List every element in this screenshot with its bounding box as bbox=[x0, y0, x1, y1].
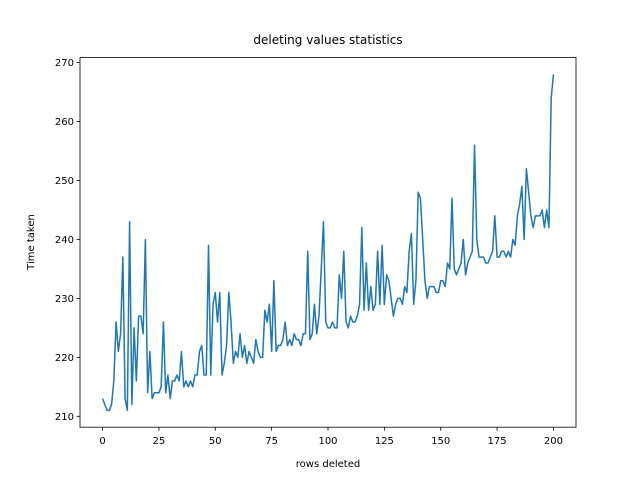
x-tick-label: 150 bbox=[431, 436, 450, 447]
y-tick-label: 210 bbox=[55, 412, 74, 423]
y-tick-label: 220 bbox=[55, 353, 74, 364]
x-tick-label: 0 bbox=[99, 436, 105, 447]
x-tick-label: 175 bbox=[488, 436, 507, 447]
x-axis-label: rows deleted bbox=[296, 459, 360, 470]
y-axis-label: Time taken bbox=[26, 214, 37, 271]
y-tick-label: 250 bbox=[55, 176, 74, 187]
chart-title: deleting values statistics bbox=[253, 33, 402, 47]
data-line bbox=[101, 74, 555, 412]
x-tick-label: 125 bbox=[375, 436, 394, 447]
y-tick-label: 230 bbox=[55, 294, 74, 305]
y-tick-label: 240 bbox=[55, 235, 74, 246]
x-tick-label: 100 bbox=[318, 436, 337, 447]
x-tick-label: 75 bbox=[265, 436, 278, 447]
axes-frame bbox=[79, 57, 577, 428]
y-tick-label: 270 bbox=[55, 58, 74, 69]
x-tick-label: 200 bbox=[544, 436, 563, 447]
x-tick-label: 50 bbox=[209, 436, 222, 447]
y-tick-label: 260 bbox=[55, 117, 74, 128]
x-tick-label: 25 bbox=[153, 436, 166, 447]
